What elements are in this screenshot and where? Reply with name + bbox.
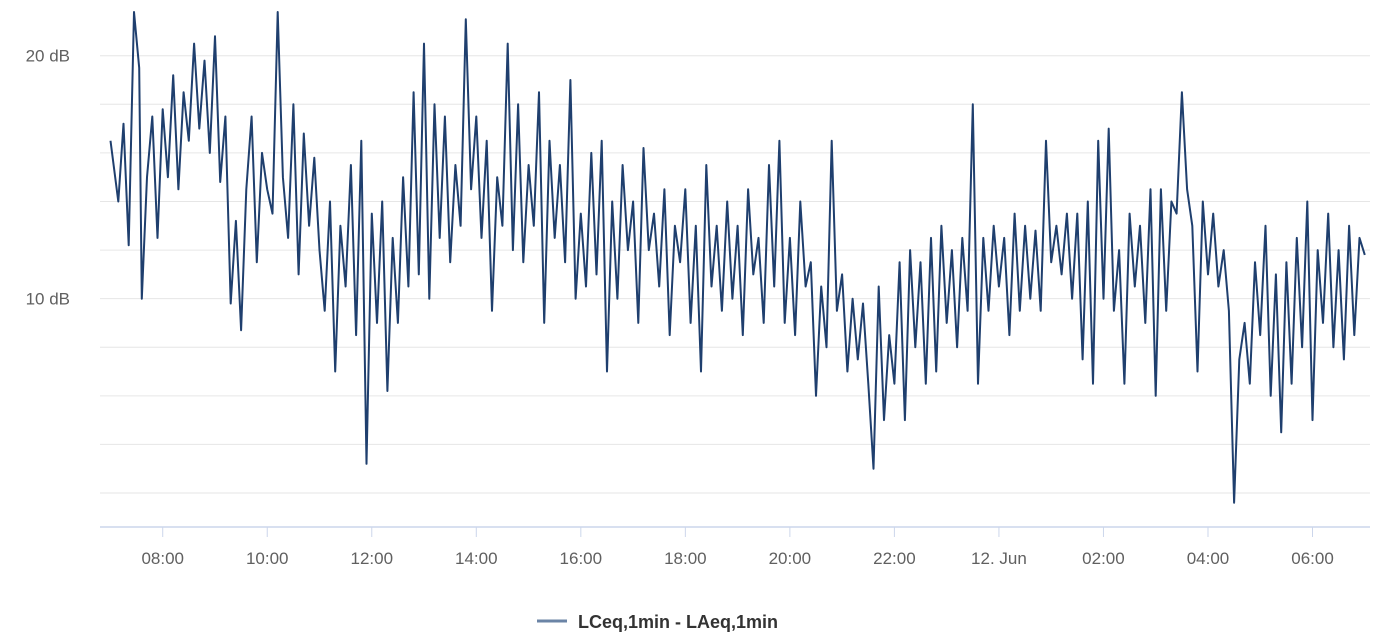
y-tick-label: 10 dB [26,290,70,309]
x-tick-label: 20:00 [769,549,812,568]
x-tick-label: 02:00 [1082,549,1125,568]
y-axis-ticks: 20 dB 10 dB [26,47,70,309]
x-tick-label: 22:00 [873,549,916,568]
x-tick-label: 06:00 [1291,549,1334,568]
x-tick-label: 14:00 [455,549,498,568]
x-tick-label: 12. Jun [971,549,1027,568]
x-axis-ticks: 08:00 10:00 12:00 14:00 16:00 18:00 20:00 22:00… [141,527,1334,568]
series-area [109,11,1366,504]
series-line[interactable] [109,11,1366,504]
y-tick-label: 20 dB [26,47,70,66]
x-tick-label: 04:00 [1187,549,1230,568]
x-tick-label: 16:00 [560,549,603,568]
legend[interactable]: LCeq,1min - LAeq,1min [537,612,778,632]
x-tick-label: 10:00 [246,549,289,568]
x-tick-label: 12:00 [350,549,393,568]
x-tick-label: 18:00 [664,549,707,568]
x-tick-label: 08:00 [141,549,184,568]
legend-label[interactable]: LCeq,1min - LAeq,1min [578,612,778,632]
